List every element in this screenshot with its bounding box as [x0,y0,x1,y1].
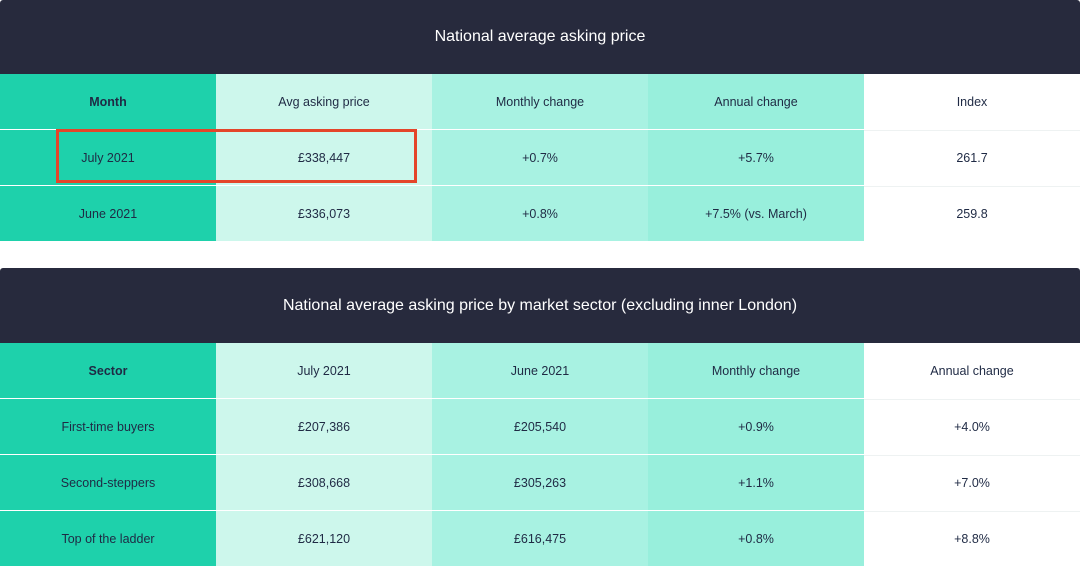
header-month: Month [0,74,216,129]
header-june-2021: June 2021 [432,343,648,398]
cell-monthly-change: +0.9% [648,399,864,454]
cell-annual-change: +7.5% (vs. March) [648,186,864,241]
cell-july-2021: £207,386 [216,399,432,454]
header-july-2021: July 2021 [216,343,432,398]
header-avg-asking-price: Avg asking price [216,74,432,129]
cell-annual-change: +5.7% [648,130,864,185]
header-sector: Sector [0,343,216,398]
cell-june-2021: £305,263 [432,455,648,510]
table-title: National average asking price by market … [0,268,1080,343]
cell-avg-asking-price: £336,073 [216,186,432,241]
cell-sector: First-time buyers [0,399,216,454]
cell-annual-change: +4.0% [864,399,1080,454]
cell-june-2021: £616,475 [432,511,648,566]
table-header-row: Month Avg asking price Monthly change An… [0,74,1080,129]
cell-july-2021: £621,120 [216,511,432,566]
header-annual-change: Annual change [864,343,1080,398]
table-row: First-time buyers £207,386 £205,540 +0.9… [0,398,1080,454]
header-monthly-change: Monthly change [432,74,648,129]
cell-sector: Top of the ladder [0,511,216,566]
cell-annual-change: +7.0% [864,455,1080,510]
header-index: Index [864,74,1080,129]
cell-month: June 2021 [0,186,216,241]
table-row: July 2021 £338,447 +0.7% +5.7% 261.7 [0,129,1080,185]
cell-index: 259.8 [864,186,1080,241]
cell-monthly-change: +1.1% [648,455,864,510]
cell-avg-asking-price: £338,447 [216,130,432,185]
cell-monthly-change: +0.7% [432,130,648,185]
cell-monthly-change: +0.8% [432,186,648,241]
table-row: Top of the ladder £621,120 £616,475 +0.8… [0,510,1080,566]
table-title: National average asking price [0,0,1080,74]
sector-price-table: National average asking price by market … [0,268,1080,566]
asking-price-table: National average asking price Month Avg … [0,0,1080,241]
cell-month: July 2021 [0,130,216,185]
table-row: June 2021 £336,073 +0.8% +7.5% (vs. Marc… [0,185,1080,241]
header-monthly-change: Monthly change [648,343,864,398]
header-annual-change: Annual change [648,74,864,129]
cell-index: 261.7 [864,130,1080,185]
cell-june-2021: £205,540 [432,399,648,454]
cell-july-2021: £308,668 [216,455,432,510]
cell-annual-change: +8.8% [864,511,1080,566]
table-header-row: Sector July 2021 June 2021 Monthly chang… [0,343,1080,398]
cell-monthly-change: +0.8% [648,511,864,566]
table-row: Second-steppers £308,668 £305,263 +1.1% … [0,454,1080,510]
cell-sector: Second-steppers [0,455,216,510]
